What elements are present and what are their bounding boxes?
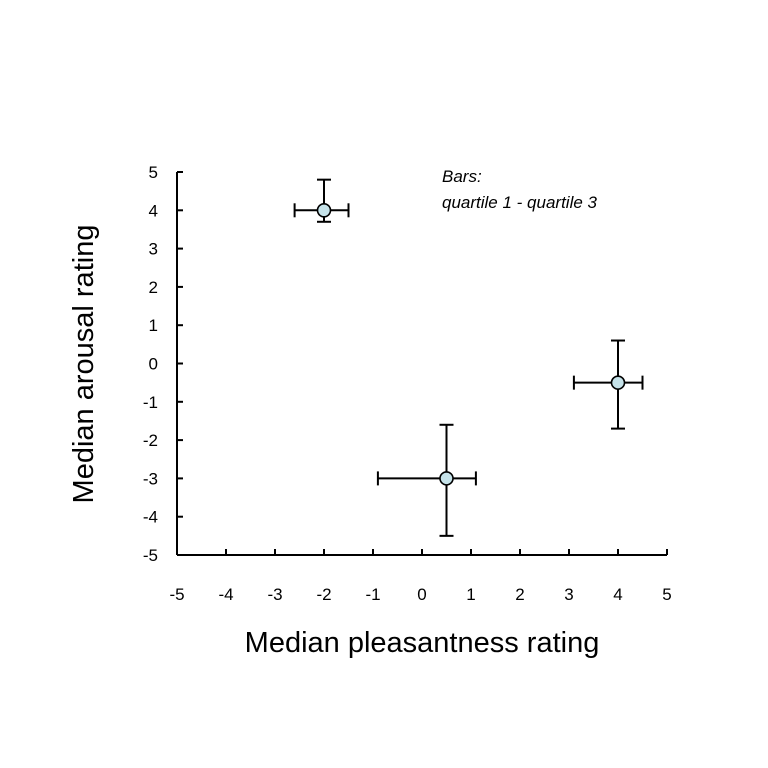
x-tick-label: -2 xyxy=(316,585,331,604)
data-point-group xyxy=(293,178,350,223)
y-tick-label: -2 xyxy=(143,431,158,450)
x-tick-label: -3 xyxy=(267,585,282,604)
data-series xyxy=(293,178,644,537)
y-tick-label: -4 xyxy=(143,508,158,527)
data-point-group xyxy=(376,423,477,537)
data-point xyxy=(439,471,454,486)
annotation-line-2: quartile 1 - quartile 3 xyxy=(442,193,598,212)
x-tick-label: -4 xyxy=(218,585,233,604)
y-tick-label: 4 xyxy=(149,201,158,220)
x-tick-label: 5 xyxy=(662,585,671,604)
data-point-group xyxy=(572,339,644,430)
x-tick-label: -1 xyxy=(365,585,380,604)
x-tick-label: 1 xyxy=(466,585,475,604)
data-point xyxy=(610,375,626,390)
y-tick-label: 3 xyxy=(149,240,158,259)
y-tick-label: 1 xyxy=(149,316,158,335)
x-tick-label: -5 xyxy=(169,585,184,604)
y-tick-label: -5 xyxy=(143,546,158,565)
annotation-line-1: Bars: xyxy=(442,167,482,186)
x-axis-title: Median pleasantness rating xyxy=(245,627,600,659)
x-tick-label: 4 xyxy=(613,585,622,604)
x-tick-label: 3 xyxy=(564,585,573,604)
y-tick-label: -1 xyxy=(143,393,158,412)
y-tick-label: 0 xyxy=(149,355,158,374)
y-tick-label: 5 xyxy=(149,163,158,182)
data-point xyxy=(316,203,332,218)
x-ticks: -5 -4 -3 -2 -1 0 1 2 3 4 5 xyxy=(169,549,672,604)
y-axis-title: Median arousal rating xyxy=(68,225,100,504)
axes xyxy=(176,172,667,556)
x-tick-label: 2 xyxy=(515,585,524,604)
y-ticks: 5 4 3 2 1 0 -1 -2 -3 -4 -5 xyxy=(143,163,183,565)
y-tick-label: 2 xyxy=(149,278,158,297)
x-tick-label: 0 xyxy=(417,585,426,604)
y-tick-label: -3 xyxy=(143,469,158,488)
